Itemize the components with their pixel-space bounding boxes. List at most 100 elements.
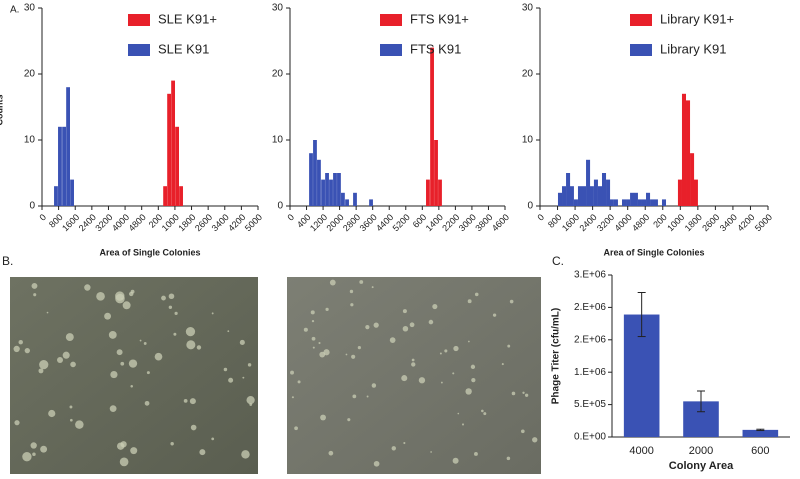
colony <box>509 299 514 304</box>
histogram-bar <box>601 173 607 206</box>
colony <box>345 353 348 356</box>
histogram-bar <box>317 159 321 206</box>
colony <box>38 368 44 374</box>
colony <box>247 363 252 367</box>
colony <box>461 423 465 426</box>
colony <box>401 375 408 382</box>
colony <box>246 396 255 405</box>
colony <box>119 457 129 467</box>
legend-label: SLE K91 <box>158 41 209 56</box>
colony <box>104 312 112 320</box>
histogram-bar <box>557 192 563 206</box>
colony <box>168 293 175 300</box>
colony <box>318 341 321 345</box>
histogram-bar <box>686 100 691 206</box>
x-axis-label: Area of Single Colonies <box>603 247 704 257</box>
colony <box>143 342 147 345</box>
colony <box>347 418 351 422</box>
histogram-bar <box>341 192 345 206</box>
histogram-bar <box>650 199 655 206</box>
colony <box>320 414 326 421</box>
histogram-bar <box>661 199 667 206</box>
x-tick-label: 2400 <box>577 212 598 233</box>
colony <box>483 412 487 416</box>
colony <box>418 377 426 384</box>
colony <box>294 426 298 431</box>
bar <box>742 429 779 437</box>
colony <box>75 420 84 429</box>
x-tick-label: 1200 <box>308 212 329 233</box>
y-tick-label: 10 <box>272 135 284 146</box>
panel-label: C. <box>552 254 564 268</box>
colony <box>154 352 163 361</box>
colony <box>122 301 131 310</box>
x-tick-label: 4000 <box>613 212 634 233</box>
histogram-bar <box>353 192 357 206</box>
colony <box>373 322 379 328</box>
x-tick-label: 3800 <box>473 212 494 233</box>
colony <box>70 418 73 422</box>
panel-label: A. <box>10 5 19 16</box>
x-tick-label: 4200 <box>735 212 756 233</box>
colony <box>352 394 357 399</box>
colony <box>144 400 150 406</box>
y-tick-label: 2.E+06 <box>574 302 606 313</box>
x-tick-label: 3000 <box>457 212 478 233</box>
colony <box>211 437 215 441</box>
x-tick-label: 2200 <box>440 212 461 233</box>
y-tick-label: 2.E+06 <box>574 334 606 345</box>
x-tick-label: 2800 <box>341 212 362 233</box>
x-tick-label: 1800 <box>683 212 704 233</box>
x-tick-label: 3600 <box>358 212 379 233</box>
x-tick-label: 3200 <box>595 212 616 233</box>
legend-swatch <box>380 14 402 26</box>
colony <box>351 354 356 359</box>
plate-photo <box>10 277 258 474</box>
histogram-bar <box>677 179 682 206</box>
colony <box>18 339 23 345</box>
histogram-bar <box>562 186 567 206</box>
colony <box>110 370 118 379</box>
colony <box>311 320 315 323</box>
colony <box>173 332 177 336</box>
colony <box>170 442 174 446</box>
x-tick-label: 1000 <box>665 212 686 233</box>
histogram-bar <box>345 199 349 206</box>
x-tick-label: 1600 <box>60 212 81 233</box>
colony <box>349 289 354 294</box>
colony <box>409 322 415 328</box>
x-tick-label: 5000 <box>753 212 774 233</box>
y-axis-label: Counts <box>0 95 4 126</box>
colony <box>96 292 105 301</box>
colony <box>185 326 196 337</box>
colony <box>48 409 56 418</box>
colony <box>30 442 37 449</box>
colony <box>168 305 173 309</box>
colony <box>39 360 49 370</box>
colony <box>471 377 476 383</box>
y-tick-label: 10 <box>24 135 36 146</box>
colony <box>161 295 166 301</box>
colony <box>239 339 245 345</box>
y-tick-label: 5.E+05 <box>574 399 606 410</box>
colony <box>69 405 73 409</box>
x-tick-label: 4600 <box>490 212 511 233</box>
x-tick-label: 2400 <box>77 212 98 233</box>
colony <box>65 333 74 342</box>
colony <box>303 327 308 332</box>
legend-swatch <box>128 44 150 56</box>
colony <box>109 405 117 413</box>
colony <box>223 367 228 372</box>
colony <box>506 456 511 461</box>
legend-swatch <box>128 14 150 26</box>
x-tick-label: 4800 <box>630 212 651 233</box>
y-tick-label: 20 <box>24 69 36 80</box>
colony <box>249 403 253 406</box>
colony <box>428 319 434 325</box>
histogram-bar <box>589 186 594 206</box>
colony <box>403 441 406 445</box>
colony <box>439 352 442 355</box>
histogram-bar <box>582 186 587 206</box>
legend-label: Library K91 <box>660 41 726 56</box>
